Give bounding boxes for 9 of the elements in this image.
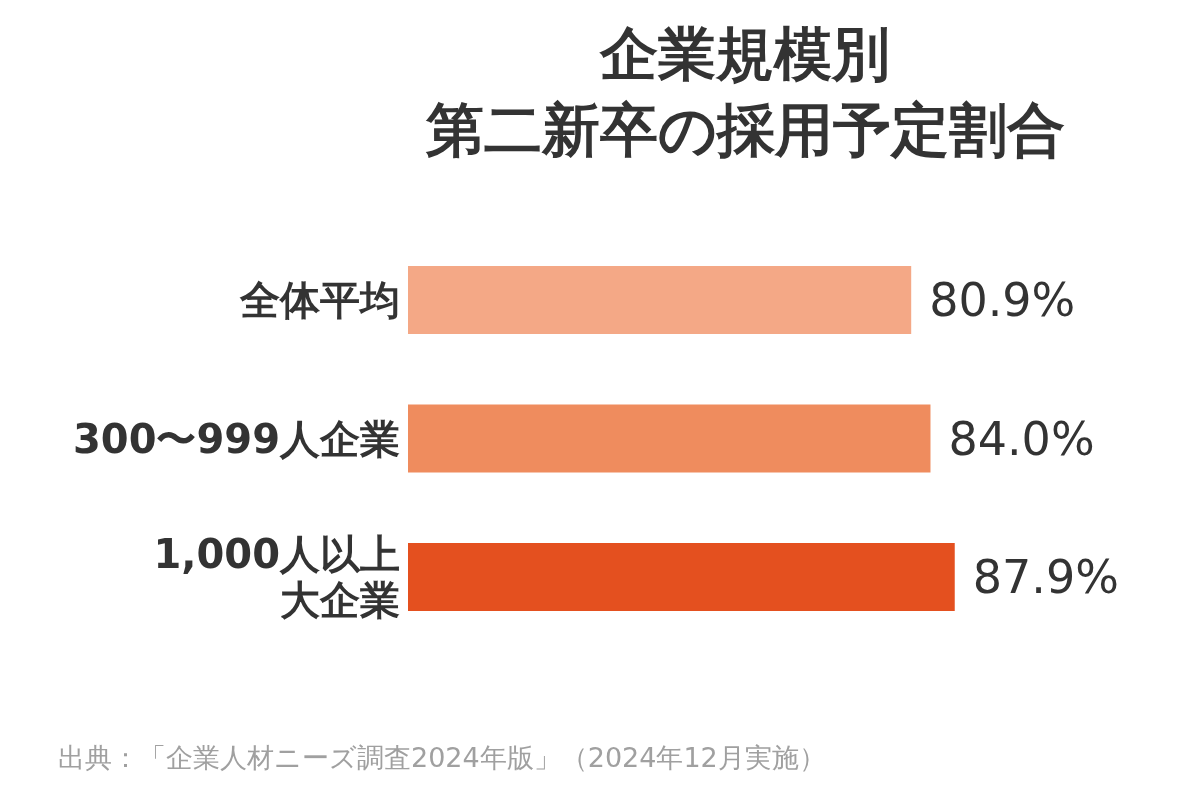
chart-subtitle: 第二新卒の採用予定割合: [424, 96, 1065, 164]
source-note: 出典：「企業人材ニーズ調査2024年版」（2024年12月実施）: [58, 742, 826, 773]
data-label: 80.9%: [929, 273, 1076, 327]
data-label: 84.0%: [948, 411, 1095, 466]
y-tick-label: 全体平均: [239, 277, 400, 323]
y-tick-label: 1,000人以上大企業: [153, 531, 400, 623]
data-label: 87.9%: [972, 550, 1119, 604]
chart-title: 企業規模別: [599, 20, 890, 88]
y-tick-label: 300〜999人企業: [73, 415, 400, 462]
